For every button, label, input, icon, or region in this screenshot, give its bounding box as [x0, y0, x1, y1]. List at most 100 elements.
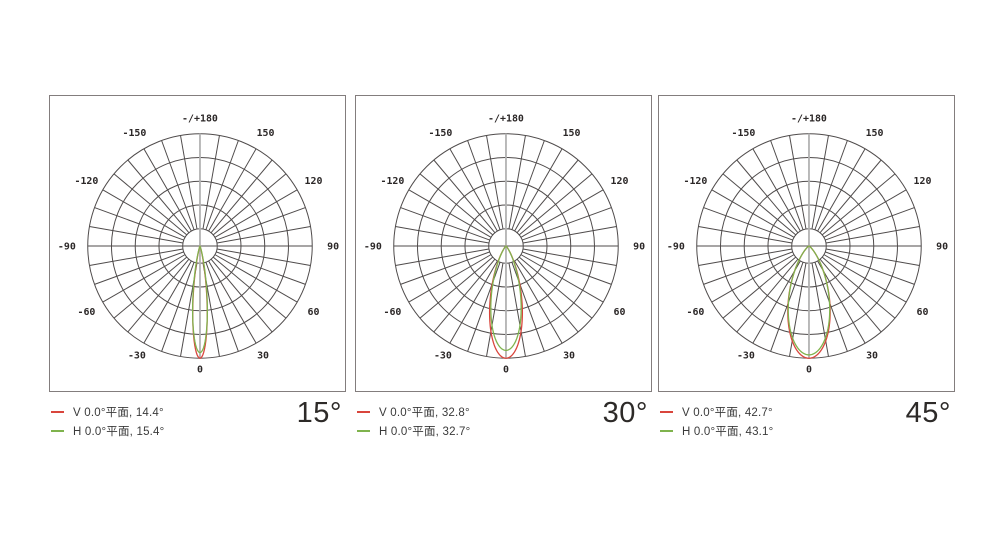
polar-spoke: [395, 248, 490, 266]
polar-spoke: [789, 135, 807, 230]
angle-tick-label: 120: [914, 176, 932, 187]
angle-tick-label: -90: [364, 241, 382, 252]
polar-spoke: [210, 258, 273, 333]
polar-spoke: [520, 254, 604, 303]
photometric-chart-block-15: 0 30 60 90 120 150 -/+180 -150 -120 -90 -60 -30 V 0…: [49, 95, 346, 445]
polar-spoke: [518, 256, 593, 319]
angle-tick-label: 0: [806, 365, 812, 376]
polar-spoke: [433, 159, 496, 234]
angle-tick-label: 60: [917, 307, 929, 318]
polar-spoke: [511, 140, 545, 230]
angle-tick-label: -120: [683, 176, 707, 187]
angle-tick-label: -60: [77, 307, 95, 318]
angle-tick-label: -120: [380, 176, 404, 187]
photometric-chart-block-30: 0 30 60 90 120 150 -/+180 -150 -120 -90 -60 -30 V 0…: [355, 95, 652, 445]
angle-tick-label: -/+180: [488, 113, 524, 124]
polar-spoke: [433, 258, 496, 333]
polar-spoke: [216, 207, 306, 241]
polar-spoke: [518, 173, 593, 236]
polar-spoke: [514, 260, 563, 344]
polar-spoke: [202, 135, 220, 230]
photometric-chart-block-45: 0 30 60 90 120 150 -/+180 -150 -120 -90 -60 -30 V 0…: [658, 95, 955, 445]
angle-tick-label: -90: [667, 241, 685, 252]
polar-spoke: [817, 148, 866, 232]
polar-spoke: [408, 254, 492, 303]
polar-spoke: [486, 135, 504, 230]
polar-panel: 0 30 60 90 120 150 -/+180 -150 -120 -90 -60 -30: [49, 95, 346, 392]
polar-spoke: [522, 207, 612, 241]
angle-tick-label: 150: [563, 128, 581, 139]
h-series-swatch: [357, 429, 370, 432]
polar-spoke: [736, 159, 799, 234]
polar-spoke: [400, 207, 490, 241]
legend-item-v: V 0.0°平面, 32.8°: [357, 402, 470, 421]
angle-tick-label: -/+180: [182, 113, 218, 124]
h-series-label: H 0.0°平面, 32.7°: [379, 425, 471, 438]
angle-tick-label: -30: [434, 351, 452, 362]
polar-spoke: [419, 256, 494, 319]
polar-spoke: [817, 260, 866, 344]
polar-panel: 0 30 60 90 120 150 -/+180 -150 -120 -90 -60 -30: [355, 95, 652, 392]
polar-spoke: [143, 260, 192, 344]
legend-item-h: H 0.0°平面, 43.1°: [660, 421, 773, 440]
polar-spoke: [508, 135, 526, 230]
polar-spoke: [94, 251, 184, 285]
angle-tick-label: 120: [611, 176, 629, 187]
polar-spoke: [180, 135, 198, 230]
angle-tick-label: 60: [614, 307, 626, 318]
polar-spoke: [214, 189, 298, 238]
polar-chart-svg: 0 30 60 90 120 150 -/+180 -150 -120 -90 -60 -30: [364, 113, 645, 375]
polar-spoke: [516, 159, 579, 234]
polar-spoke: [161, 140, 195, 230]
polar-spoke: [516, 258, 579, 333]
polar-chart-svg: 0 30 60 90 120 150 -/+180 -150 -120 -90 -60 -30: [667, 113, 948, 376]
angle-tick-label: -60: [686, 307, 704, 318]
polar-spoke: [752, 260, 801, 344]
polar-spoke: [752, 148, 801, 232]
polar-spoke: [89, 226, 184, 244]
angle-tick-label: -30: [128, 351, 146, 362]
angle-tick-label: 60: [308, 307, 320, 318]
angle-tick-label: -30: [737, 351, 755, 362]
beam-angle-title: 45°: [905, 397, 951, 429]
polar-spoke: [825, 248, 920, 266]
polar-spoke: [703, 251, 793, 285]
polar-spoke: [814, 262, 848, 352]
angle-tick-label: 120: [305, 176, 323, 187]
legend-item-v: V 0.0°平面, 42.7°: [660, 402, 773, 421]
polar-spoke: [821, 256, 896, 319]
h-beam-curve: [490, 245, 522, 352]
polar-spoke: [770, 140, 804, 230]
polar-spoke: [205, 140, 239, 230]
polar-spoke: [703, 207, 793, 241]
polar-spoke: [400, 251, 490, 285]
polar-spoke: [102, 189, 186, 238]
angle-tick-label: -150: [428, 128, 452, 139]
angle-tick-label: 30: [563, 351, 575, 362]
polar-spoke: [208, 148, 257, 232]
angle-tick-label: -60: [383, 307, 401, 318]
polar-spoke: [486, 262, 504, 357]
polar-spoke: [143, 148, 192, 232]
polar-spoke: [819, 258, 882, 333]
legend-item-v: V 0.0°平面, 14.4°: [51, 402, 164, 421]
polar-spoke: [811, 135, 829, 230]
polar-spoke: [825, 226, 920, 244]
polar-spoke: [449, 148, 498, 232]
h-series-label: H 0.0°平面, 15.4°: [73, 425, 165, 438]
v-series-swatch: [357, 410, 370, 413]
polar-spoke: [770, 262, 804, 352]
polar-spoke: [212, 256, 287, 319]
h-beam-curve: [787, 245, 831, 356]
polar-spoke: [208, 260, 257, 344]
polar-spoke: [736, 258, 799, 333]
polar-chart-svg: 0 30 60 90 120 150 -/+180 -150 -120 -90 -60 -30: [58, 113, 339, 375]
polar-spoke: [722, 256, 797, 319]
polar-spoke: [522, 251, 612, 285]
polar-spoke: [161, 262, 195, 352]
polar-spoke: [395, 226, 490, 244]
polar-spoke: [698, 226, 793, 244]
angle-tick-label: 90: [327, 241, 339, 252]
polar-spoke: [514, 148, 563, 232]
